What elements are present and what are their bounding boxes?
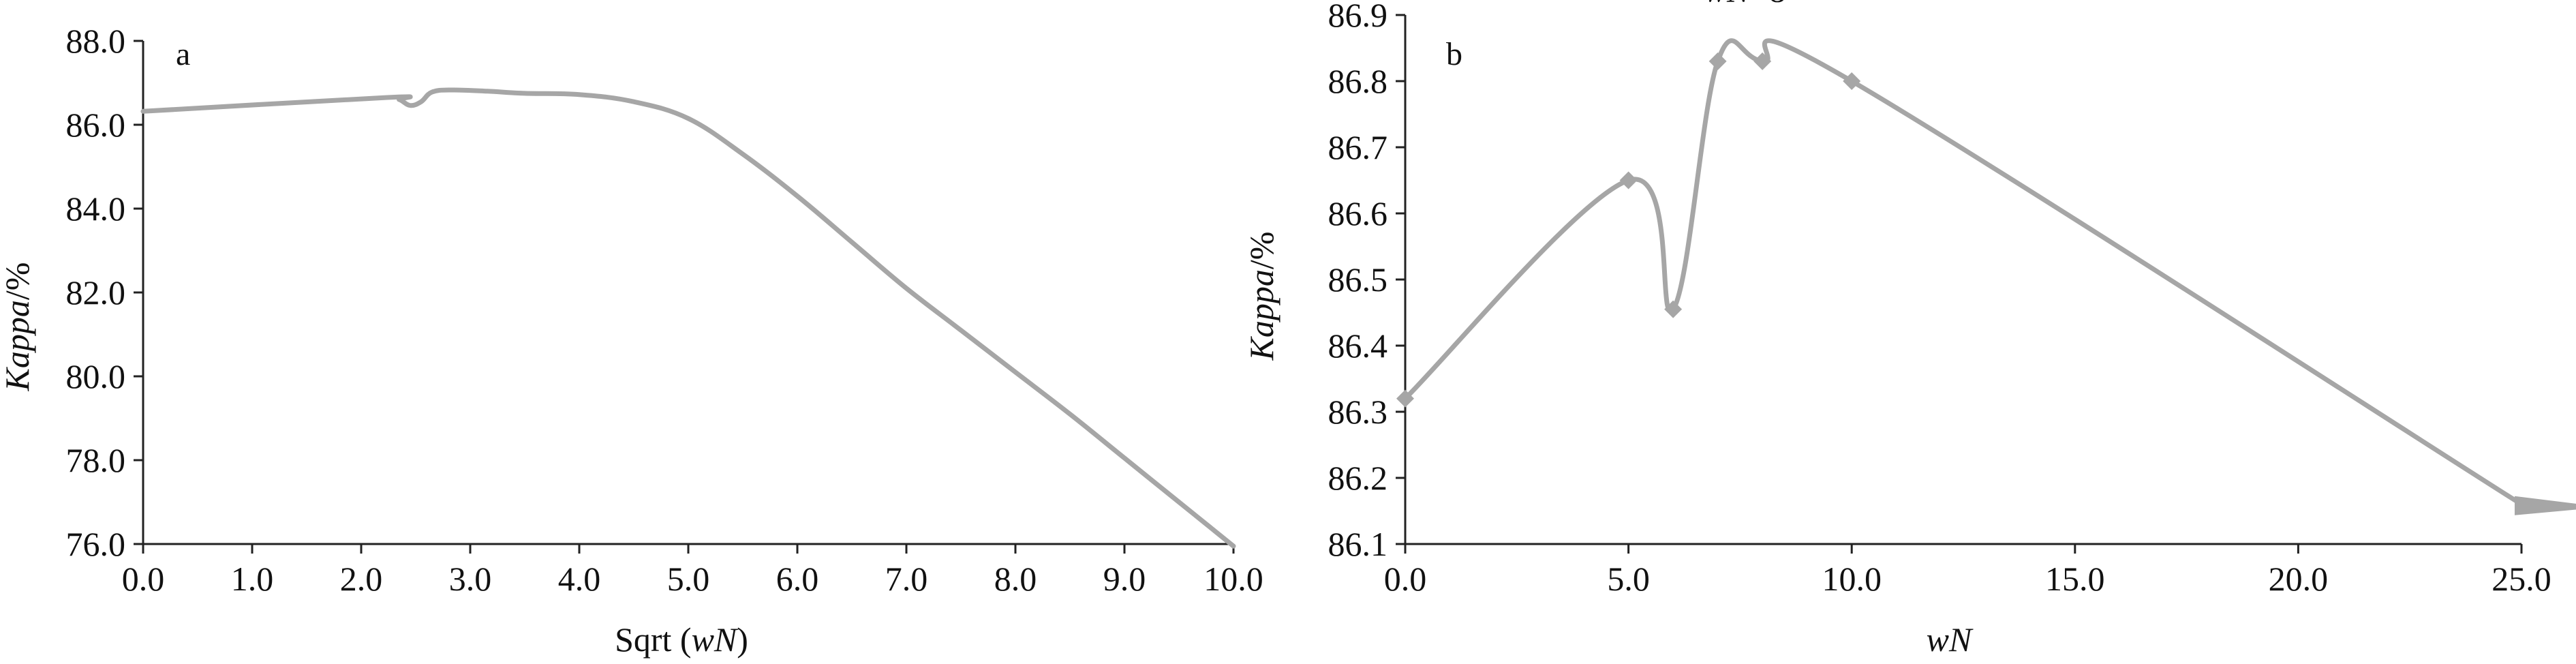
x-axis-title-a-prefix: Sqrt ( bbox=[615, 620, 692, 659]
peak-annotation-b-var: wN bbox=[1704, 0, 1751, 10]
x-tick-label: 0.0 bbox=[122, 560, 165, 598]
data-point-marker bbox=[1664, 300, 1683, 318]
x-tick-label: 10.0 bbox=[1203, 560, 1263, 598]
y-tick-label: 86.1 bbox=[1328, 525, 1388, 563]
x-tick-label: 5.0 bbox=[1607, 560, 1650, 598]
x-axis-title-a-var: wN bbox=[692, 620, 739, 659]
axes-b bbox=[1404, 15, 2521, 545]
x-axis-title-a-suffix: ) bbox=[737, 620, 748, 659]
data-point-marker bbox=[1396, 389, 1414, 408]
x-tick-label: 4.0 bbox=[558, 560, 601, 598]
y-axis-title-b-var: Kappa bbox=[1242, 269, 1281, 361]
y-tick-label: 86.2 bbox=[1328, 459, 1388, 497]
x-tick-label: 7.0 bbox=[885, 560, 928, 598]
y-axis-title-b-suffix: /% bbox=[1242, 232, 1281, 270]
x-tick-label: 15.0 bbox=[2045, 560, 2105, 598]
x-axis-title-b-var: wN bbox=[1927, 620, 1974, 659]
y-tick-label: 86.8 bbox=[1328, 62, 1388, 100]
panel-label-a: a bbox=[176, 36, 190, 72]
y-ticks-b: 86.1 86.2 86.3 86.4 86.5 86.6 86.7 86.8 86.9 bbox=[1328, 0, 1405, 563]
x-tick-label: 6.0 bbox=[776, 560, 819, 598]
x-tick-label: 0.0 bbox=[1384, 560, 1427, 598]
y-ticks-a: 76.0 78.0 80.0 82.0 84.0 86.0 88.0 bbox=[66, 22, 143, 563]
x-tick-label: 8.0 bbox=[994, 560, 1037, 598]
panel-label-b: b bbox=[1446, 36, 1462, 72]
series-a bbox=[140, 87, 1236, 549]
chart-panel-b: 0.0 5.0 10.0 15.0 20.0 25.0 86.186.286.386.48… bbox=[1242, 0, 2576, 659]
y-tick-label: 86.9 bbox=[1328, 0, 1388, 34]
x-ticks-a: 0.0 1.0 2.0 3.0 4.0 5.0 6.0 7.0 8.0 9.0 10.0 bbox=[122, 544, 1263, 598]
y-tick-label: 82.0 bbox=[66, 273, 126, 312]
x-axis-title-a: Sqrt (wN) bbox=[615, 620, 748, 659]
y-tick-label: 86.4 bbox=[1328, 327, 1388, 365]
x-tick-label: 1.0 bbox=[231, 560, 274, 598]
y-tick-label: 86.3 bbox=[1328, 393, 1388, 431]
y-tick-label: 86.0 bbox=[66, 106, 126, 144]
data-point-marker bbox=[1619, 171, 1638, 190]
peak-annotation-b-text: =8 bbox=[1749, 0, 1785, 10]
peak-annotation-b: wN=8 bbox=[1704, 0, 1786, 10]
x-tick-label: 5.0 bbox=[667, 560, 710, 598]
chart-panel-a: 0.0 1.0 2.0 3.0 4.0 5.0 6.0 7.0 8.0 9.0 10.0 76.07… bbox=[0, 22, 1263, 659]
y-tick-label: 86.6 bbox=[1328, 194, 1388, 232]
x-axis-title-b: wN bbox=[1927, 620, 1974, 659]
y-tick-label: 88.0 bbox=[66, 22, 126, 60]
y-tick-label: 86.5 bbox=[1328, 260, 1388, 299]
data-point-marker bbox=[1753, 52, 1772, 70]
x-tick-label: 9.0 bbox=[1103, 560, 1146, 598]
x-tick-label: 10.0 bbox=[1822, 560, 1882, 598]
data-point-marker bbox=[2515, 496, 2576, 515]
y-axis-title-a: Kappa/% bbox=[0, 262, 36, 392]
x-ticks-b: 0.0 5.0 10.0 15.0 20.0 25.0 bbox=[1384, 544, 2551, 598]
y-tick-label: 86.7 bbox=[1328, 128, 1388, 166]
y-tick-label: 76.0 bbox=[66, 525, 126, 563]
y-axis-title-a-var: Kappa bbox=[0, 300, 36, 391]
x-tick-label: 25.0 bbox=[2491, 560, 2551, 598]
y-axis-title-a-suffix: /% bbox=[0, 262, 36, 301]
series-line-a bbox=[140, 87, 1236, 549]
y-tick-label: 78.0 bbox=[66, 441, 126, 479]
series-line-b bbox=[1402, 38, 2524, 507]
data-point-marker bbox=[1708, 52, 1727, 70]
x-tick-label: 3.0 bbox=[449, 560, 492, 598]
y-axis-title-b: Kappa/% bbox=[1242, 232, 1281, 361]
series-b bbox=[1396, 38, 2576, 515]
x-tick-label: 2.0 bbox=[340, 560, 383, 598]
x-tick-label: 20.0 bbox=[2269, 560, 2329, 598]
data-point-marker bbox=[1843, 72, 1861, 90]
y-tick-label: 84.0 bbox=[66, 190, 126, 228]
y-tick-label: 80.0 bbox=[66, 357, 126, 395]
